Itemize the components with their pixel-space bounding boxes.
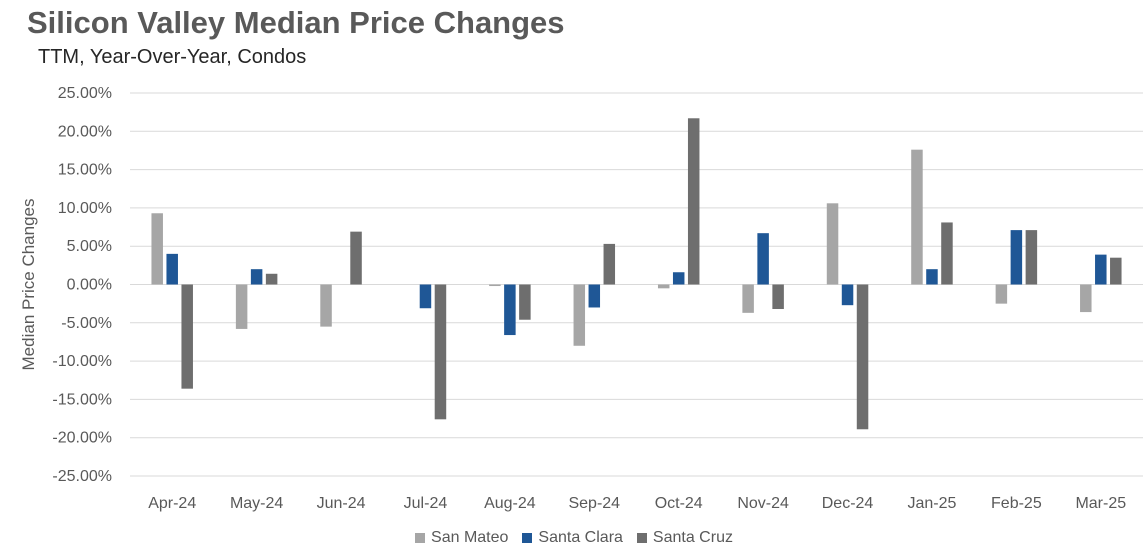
legend-swatch [415, 533, 426, 543]
y-tick-label: 10.00% [58, 200, 112, 217]
x-tick-label: Dec-24 [822, 495, 874, 512]
x-tick-label: Mar-25 [1075, 495, 1126, 512]
bar-santa-cruz [181, 284, 193, 389]
bar-san-mateo [320, 284, 332, 327]
bar-san-mateo [826, 203, 839, 285]
y-tick-label: -20.00% [52, 430, 112, 447]
bar-san-mateo [911, 149, 923, 285]
x-tick-label: Aug-24 [484, 495, 536, 512]
bar-santa-cruz [772, 284, 784, 310]
bar-santa-clara [841, 284, 854, 306]
x-tick-label: Jun-24 [317, 495, 366, 512]
legend-label: Santa Cruz [652, 529, 733, 546]
y-tick-label: -25.00% [52, 468, 112, 485]
bar-santa-cruz [265, 273, 278, 285]
legend-item: San Mateo [415, 529, 508, 547]
bar-santa-cruz [856, 284, 869, 430]
x-tick-label: Nov-24 [737, 495, 789, 512]
x-tick-label: Jan-25 [907, 495, 956, 512]
bar-san-mateo [235, 284, 248, 329]
bar-santa-clara [1010, 230, 1023, 285]
bar-san-mateo [995, 284, 1008, 304]
x-tick-label: Oct-24 [655, 495, 703, 512]
bar-santa-cruz [603, 243, 616, 285]
legend-item: Santa Cruz [636, 529, 733, 547]
bar-santa-clara [504, 284, 516, 336]
y-tick-label: 20.00% [58, 123, 112, 140]
bar-san-mateo [489, 284, 501, 287]
y-tick-label: -10.00% [52, 353, 112, 370]
legend-swatch [522, 533, 533, 543]
bar-san-mateo [657, 284, 670, 289]
bar-santa-cruz [434, 284, 447, 420]
chart-legend: San Mateo Santa Clara Santa Cruz [0, 529, 1148, 547]
bar-chart: 25.00% 20.00% 15.00% 10.00% 5.00% 0.00% -5.00%… [19, 85, 1143, 512]
bar-santa-clara [757, 233, 769, 285]
bar-santa-clara [166, 253, 178, 285]
bar-santa-clara [419, 284, 432, 309]
x-tick-label: May-24 [230, 495, 283, 512]
legend-label: Santa Clara [538, 529, 623, 546]
y-tick-label: 15.00% [58, 162, 112, 179]
bar-santa-cruz [350, 231, 362, 285]
bar-santa-clara [588, 284, 601, 308]
x-tick-label: Feb-25 [991, 495, 1042, 512]
bar-santa-clara [926, 269, 938, 285]
bar-santa-cruz [687, 118, 700, 285]
bar-san-mateo [1080, 284, 1092, 313]
y-tick-label: 5.00% [67, 238, 112, 255]
bar-santa-cruz [1025, 230, 1038, 285]
bar-santa-clara [1095, 254, 1107, 285]
legend-item: Santa Clara [522, 529, 623, 547]
legend-swatch [636, 533, 647, 543]
y-axis-label: Median Price Changes [19, 199, 38, 371]
y-tick-label: 0.00% [67, 277, 112, 294]
bar-santa-cruz [1110, 257, 1122, 285]
bar-santa-cruz [941, 222, 953, 285]
bar-santa-clara [672, 272, 685, 285]
bar-santa-cruz [519, 284, 531, 320]
x-tick-label: Jul-24 [404, 495, 448, 512]
y-tick-label: 25.00% [58, 85, 112, 102]
x-tick-label: Apr-24 [148, 495, 196, 512]
y-tick-label: -5.00% [61, 315, 112, 332]
bar-santa-clara [250, 269, 263, 285]
x-tick-label: Sep-24 [568, 495, 620, 512]
legend-label: San Mateo [431, 529, 509, 546]
bar-san-mateo [151, 213, 163, 285]
y-tick-label: -15.00% [52, 391, 112, 408]
chart-title: Silicon Valley Median Price Changes [27, 5, 565, 40]
bar-san-mateo [742, 284, 754, 313]
bar-san-mateo [573, 284, 586, 346]
chart-subtitle: TTM, Year-Over-Year, Condos [38, 46, 307, 68]
